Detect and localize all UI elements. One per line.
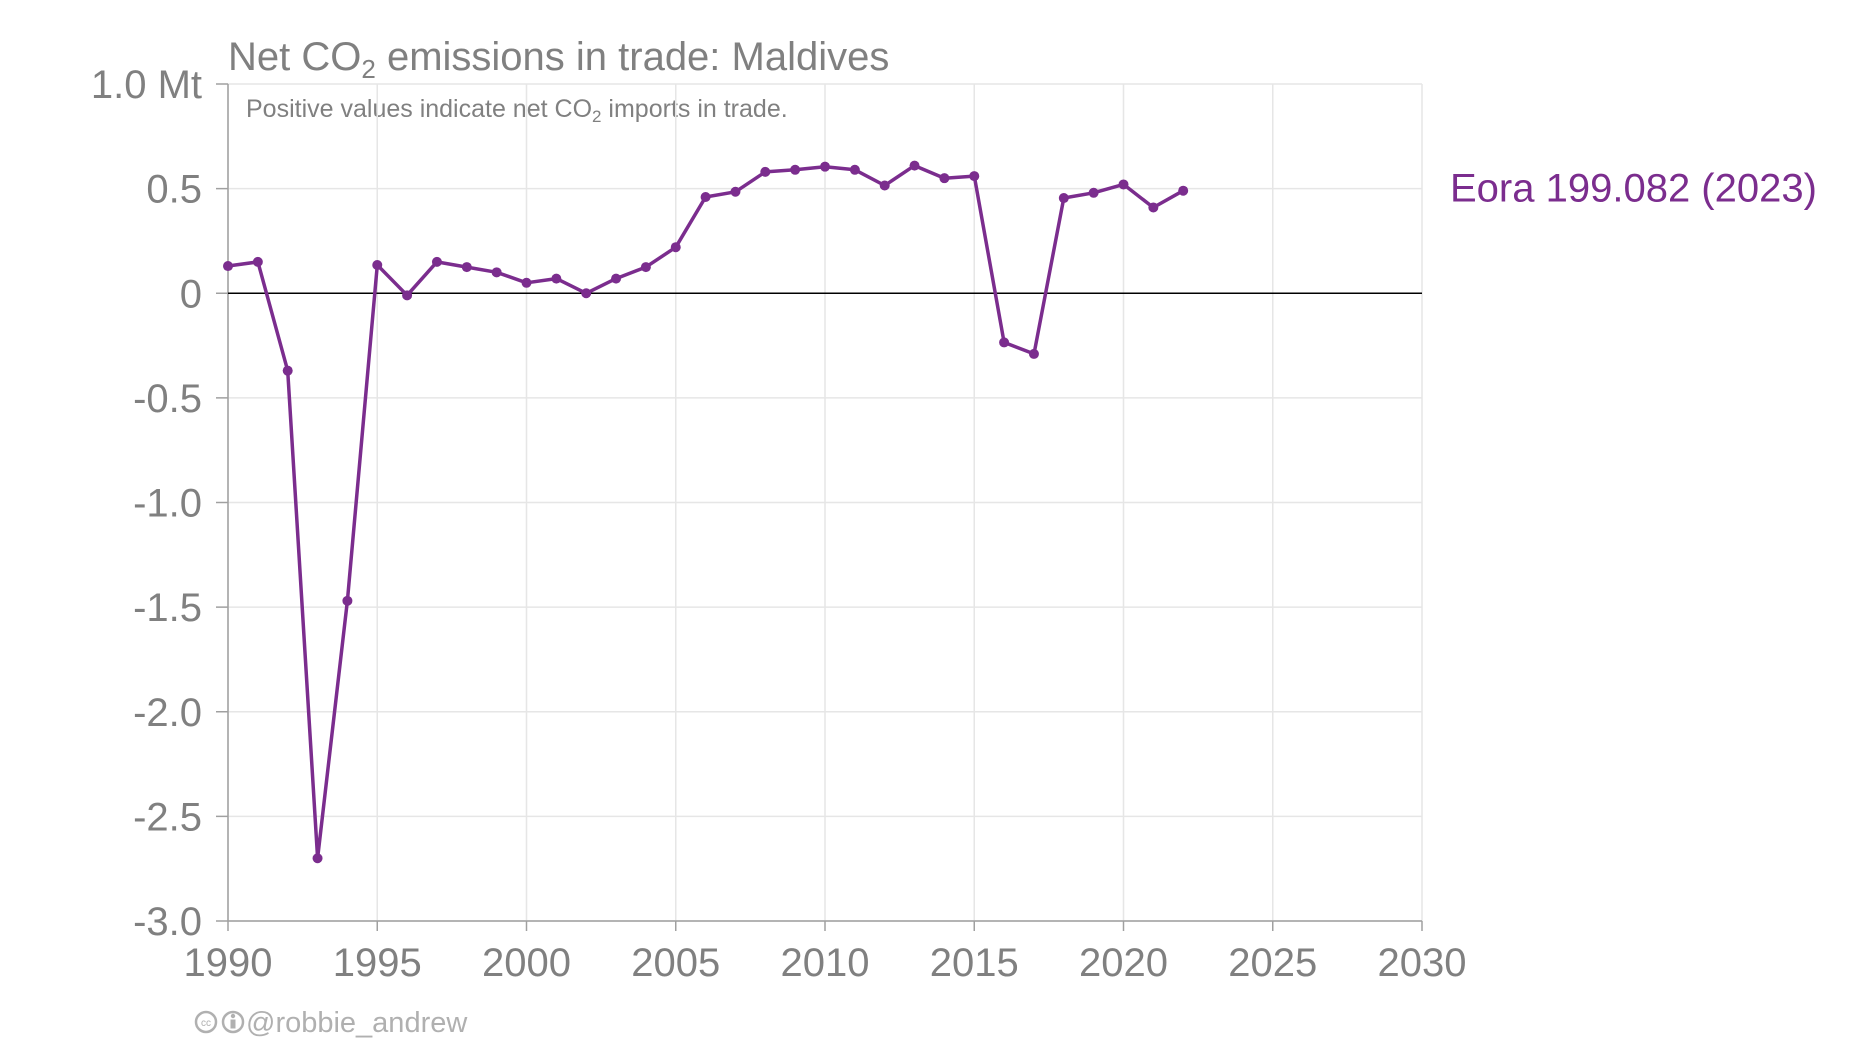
creative-commons-icon: cc <box>194 1010 218 1034</box>
credit: cc @robbie_andrew <box>194 1007 468 1039</box>
chart-subtitle: Positive values indicate net CO2 imports… <box>246 95 788 126</box>
y-tick-label: -2.0 <box>133 691 202 735</box>
chart-title-suffix: emissions in trade: Maldives <box>376 35 890 79</box>
svg-text:cc: cc <box>201 1018 211 1029</box>
series-layer <box>223 160 1189 864</box>
data-point <box>1088 187 1099 198</box>
data-point <box>730 186 741 197</box>
data-point <box>849 164 860 175</box>
data-point <box>1058 193 1069 204</box>
data-point <box>611 273 622 284</box>
data-point <box>521 277 532 288</box>
credit-handle: @robbie_andrew <box>246 1007 468 1039</box>
y-tick-label: -3.0 <box>133 900 202 944</box>
data-point <box>939 173 950 184</box>
data-point <box>342 595 353 606</box>
y-tick-label: -0.5 <box>133 377 202 421</box>
y-tick-label: -1.0 <box>133 482 202 526</box>
data-point <box>670 242 681 253</box>
x-tick-label: 2020 <box>1079 941 1168 985</box>
data-point <box>999 337 1010 348</box>
series-labels: Eora 199.082 (2023) <box>1450 167 1817 211</box>
x-tick-label: 2010 <box>781 941 870 985</box>
data-point <box>312 853 323 864</box>
data-point <box>760 166 771 177</box>
data-point <box>640 262 651 273</box>
data-point <box>969 171 980 182</box>
x-tick-label: 2005 <box>631 941 720 985</box>
x-tick-label: 2025 <box>1228 941 1317 985</box>
data-point <box>1148 202 1159 213</box>
data-point <box>551 273 562 284</box>
x-tick-label: 1995 <box>333 941 422 985</box>
y-tick-label: -1.5 <box>133 586 202 630</box>
attribution-icon <box>221 1010 245 1034</box>
data-point <box>700 191 711 202</box>
data-point <box>491 267 502 278</box>
x-tick-label: 1990 <box>184 941 273 985</box>
chart-subtitle-prefix: Positive values indicate net CO <box>246 95 592 123</box>
data-point <box>1118 179 1129 190</box>
x-tick-label: 2015 <box>930 941 1019 985</box>
data-point <box>820 161 830 172</box>
x-tick-label: 2030 <box>1378 941 1467 985</box>
axes <box>216 83 1423 931</box>
chart-subtitle-subscript: 2 <box>592 107 601 126</box>
series-label: Eora 199.082 (2023) <box>1450 167 1817 211</box>
gridlines <box>227 83 1423 922</box>
data-point <box>461 262 472 273</box>
data-point <box>879 180 890 191</box>
data-point <box>909 160 920 171</box>
data-point <box>581 288 592 299</box>
series-line <box>226 163 1185 860</box>
chart-title-prefix: Net CO <box>228 35 361 79</box>
data-point <box>282 365 293 376</box>
y-tick-label: 1.0 Mt <box>91 63 202 107</box>
data-point <box>402 290 413 301</box>
chart-subtitle-suffix: imports in trade. <box>601 95 787 123</box>
data-point <box>431 256 442 267</box>
chart-title-subscript: 2 <box>361 54 375 84</box>
data-point <box>252 256 263 267</box>
data-point <box>372 260 383 271</box>
data-point <box>223 261 233 272</box>
y-tick-label: 0.5 <box>146 168 202 212</box>
data-point <box>790 164 801 175</box>
y-tick-label: 0 <box>180 272 202 316</box>
data-point <box>1028 348 1039 359</box>
y-tick-label: -2.5 <box>133 795 202 839</box>
chart-title: Net CO2 emissions in trade: Maldives <box>228 35 889 84</box>
x-tick-label: 2000 <box>482 941 571 985</box>
data-point <box>1178 185 1189 196</box>
